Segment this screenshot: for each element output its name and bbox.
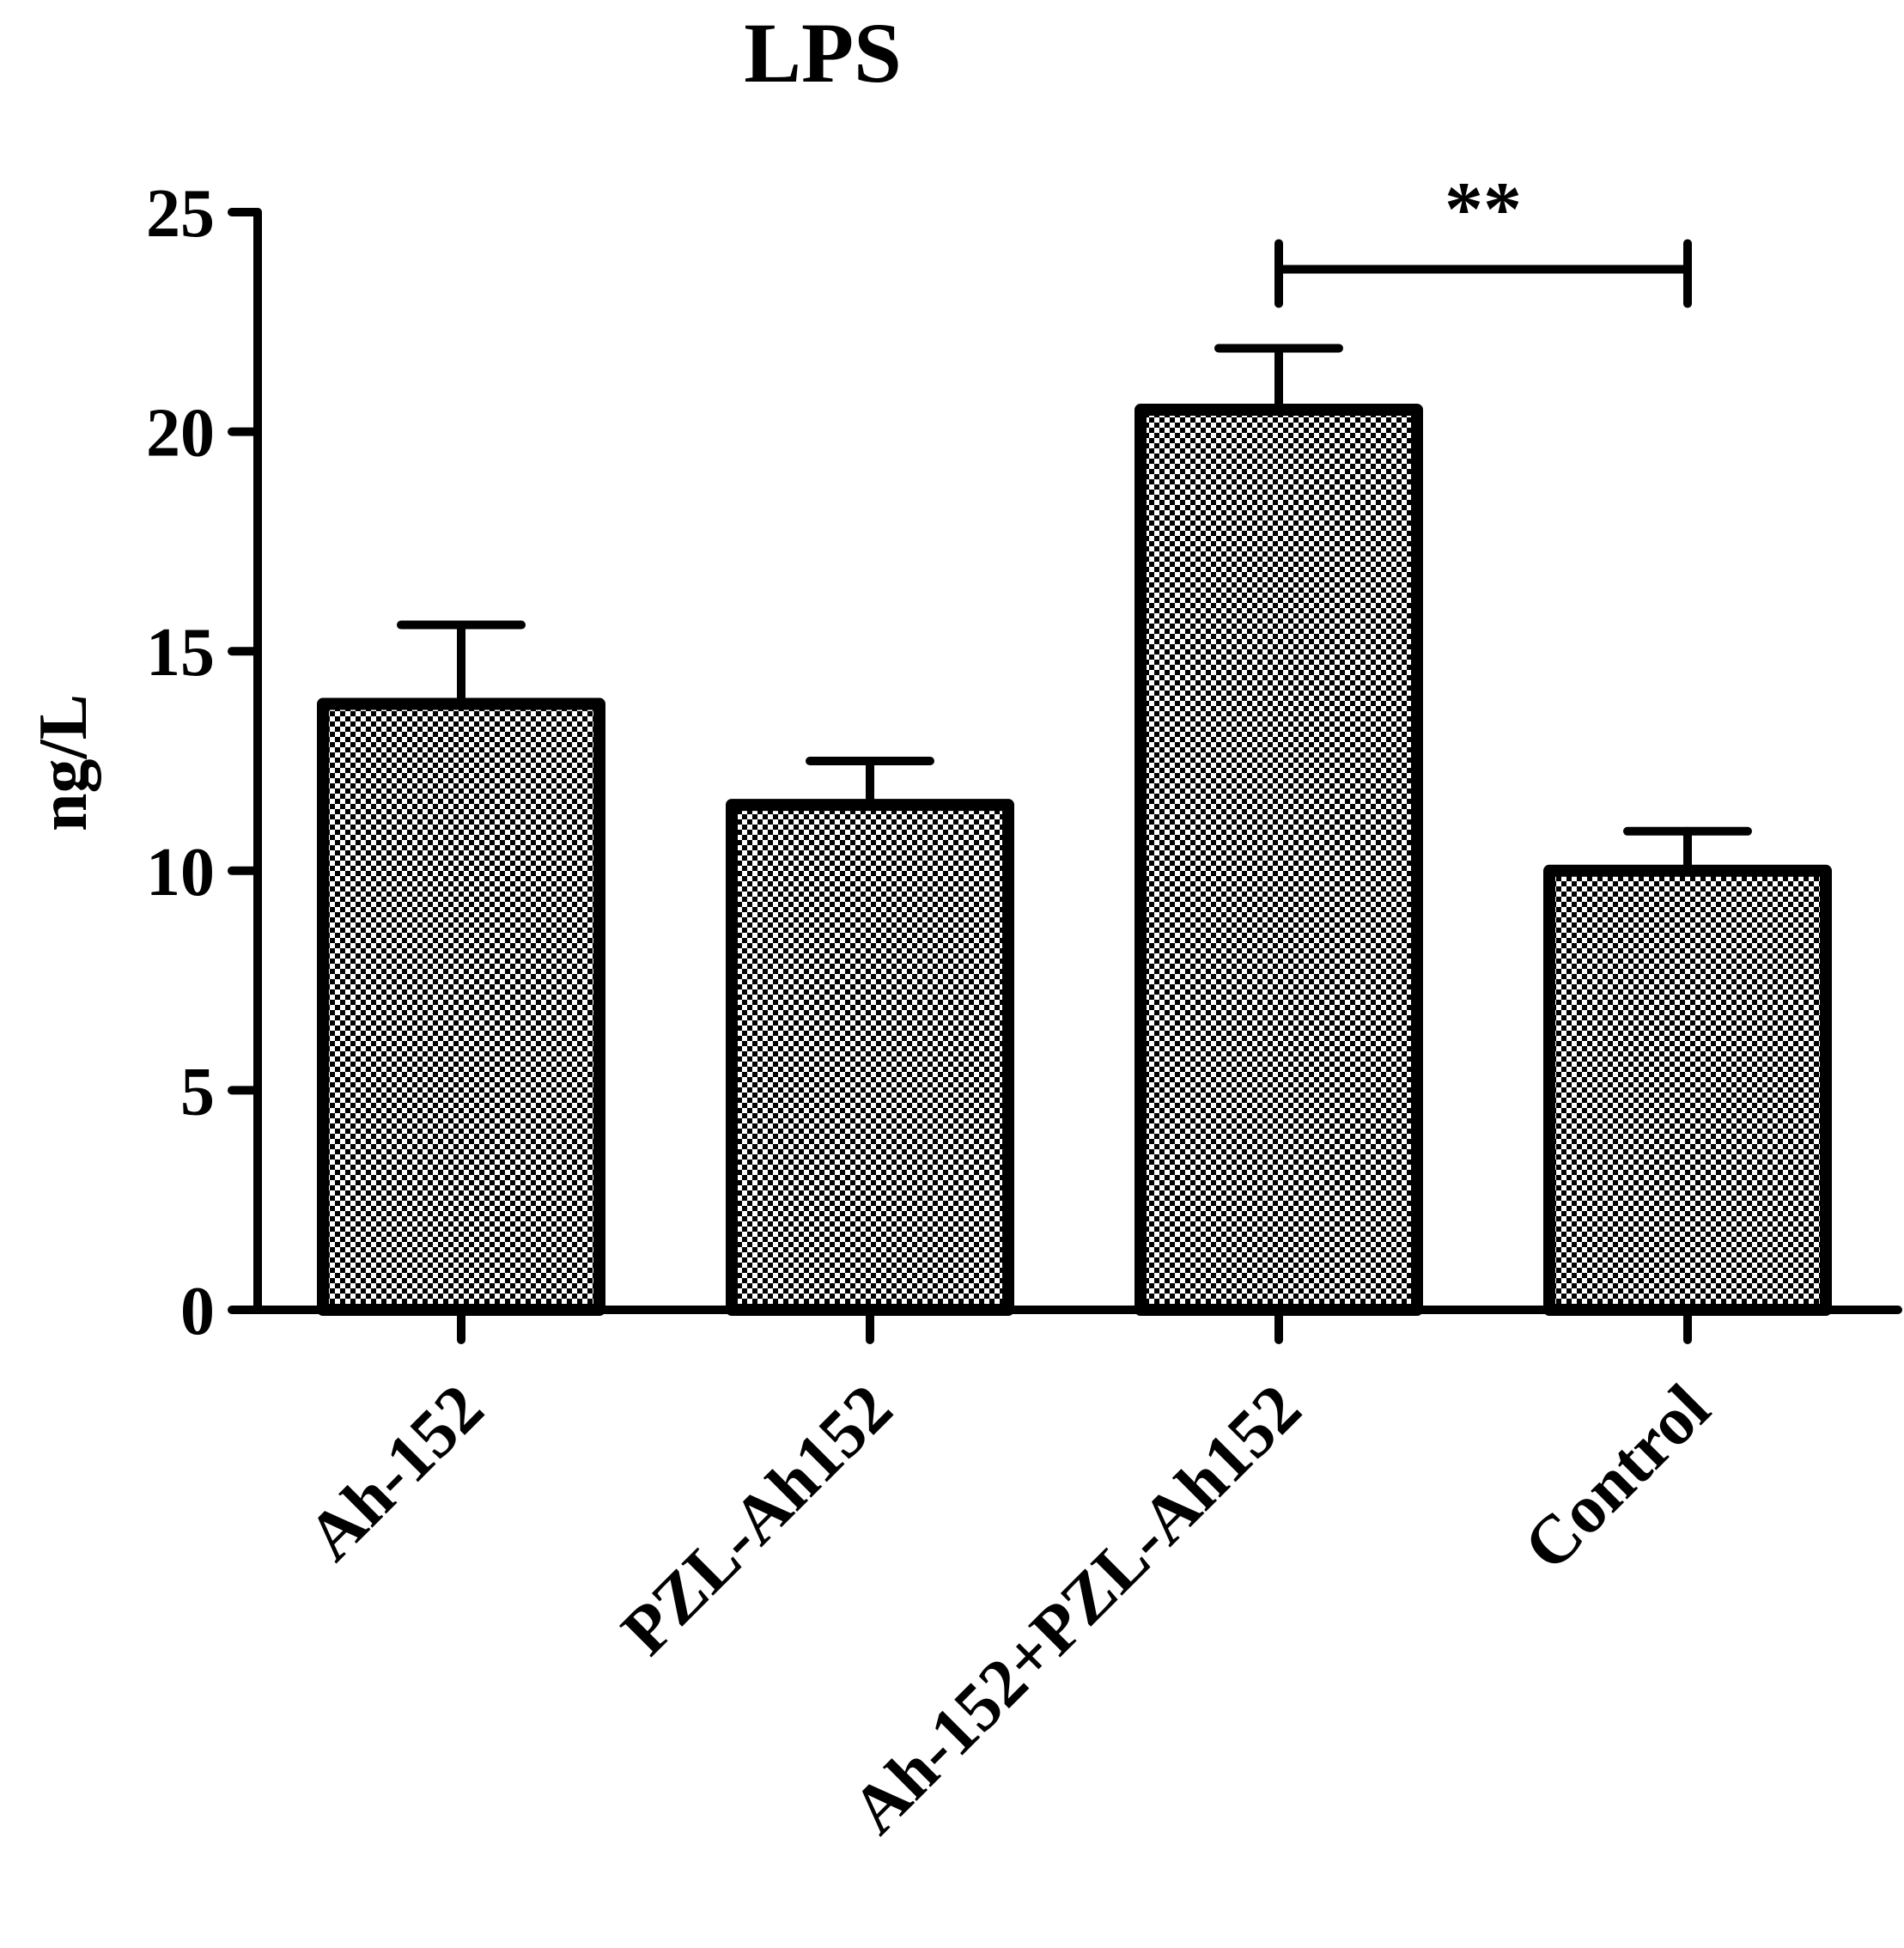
y-tick-label: 25 (146, 176, 215, 252)
bar (1134, 404, 1423, 1316)
bar (317, 697, 605, 1316)
bar (726, 799, 1014, 1316)
x-tick-label: Ah-152+PZL-Ah152 (837, 1371, 1315, 1848)
y-tick-label: 20 (146, 396, 215, 472)
x-tick-label: Control (1510, 1371, 1725, 1586)
y-tick-label: 0 (180, 1274, 215, 1349)
bar (1543, 864, 1832, 1316)
x-tick-label: PZL-Ah152 (607, 1371, 906, 1670)
y-tick-label: 15 (146, 615, 215, 691)
x-tick-label: Ah-152 (293, 1371, 497, 1575)
y-tick-label: 5 (180, 1054, 215, 1129)
y-tick-label: 10 (146, 835, 215, 910)
plot-area: 0 5 10 15 20 25 Ah-152 PZL-Ah152Ah-152+PZL-Ah15… (146, 167, 1902, 1848)
chart-title: LPS (744, 5, 901, 100)
y-axis-label: ng/L (26, 694, 101, 831)
significance-label: ** (1445, 167, 1522, 252)
